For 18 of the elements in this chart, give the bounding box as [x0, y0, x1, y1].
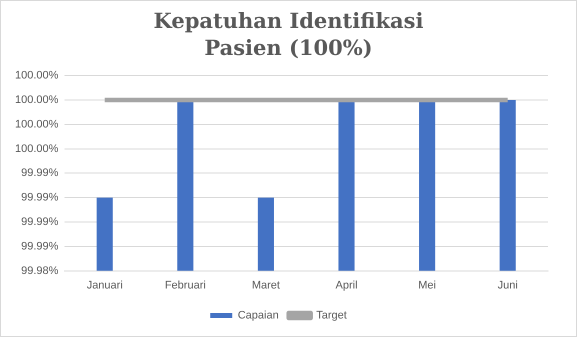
x-tick-label: April	[336, 279, 358, 292]
x-tick-label: Februari	[164, 279, 206, 292]
legend-label: Target	[316, 310, 347, 322]
y-tick-label: 99.99%	[21, 240, 59, 252]
x-tick-label: Mei	[418, 279, 436, 292]
y-tick-label: 100.00%	[14, 118, 59, 130]
y-tick-label: 99.99%	[21, 167, 59, 180]
y-tick-label: 100.00%	[14, 142, 59, 155]
y-tick-label: 100.00%	[14, 94, 59, 106]
y-tick-label: 99.99%	[21, 192, 59, 204]
y-tick-label: 100.00%	[14, 70, 59, 82]
y-tick-label: 99.98%	[21, 264, 59, 277]
x-tick-label: Maret	[252, 279, 280, 292]
x-tick-label: Januari	[86, 279, 123, 292]
legend-label: Capaian	[238, 310, 279, 322]
x-tick-label: Juni	[498, 279, 518, 292]
chart-title: Kepatuhan Identifikasi Pasien (100%)	[152, 7, 424, 61]
y-tick-label: 99.99%	[21, 216, 59, 228]
